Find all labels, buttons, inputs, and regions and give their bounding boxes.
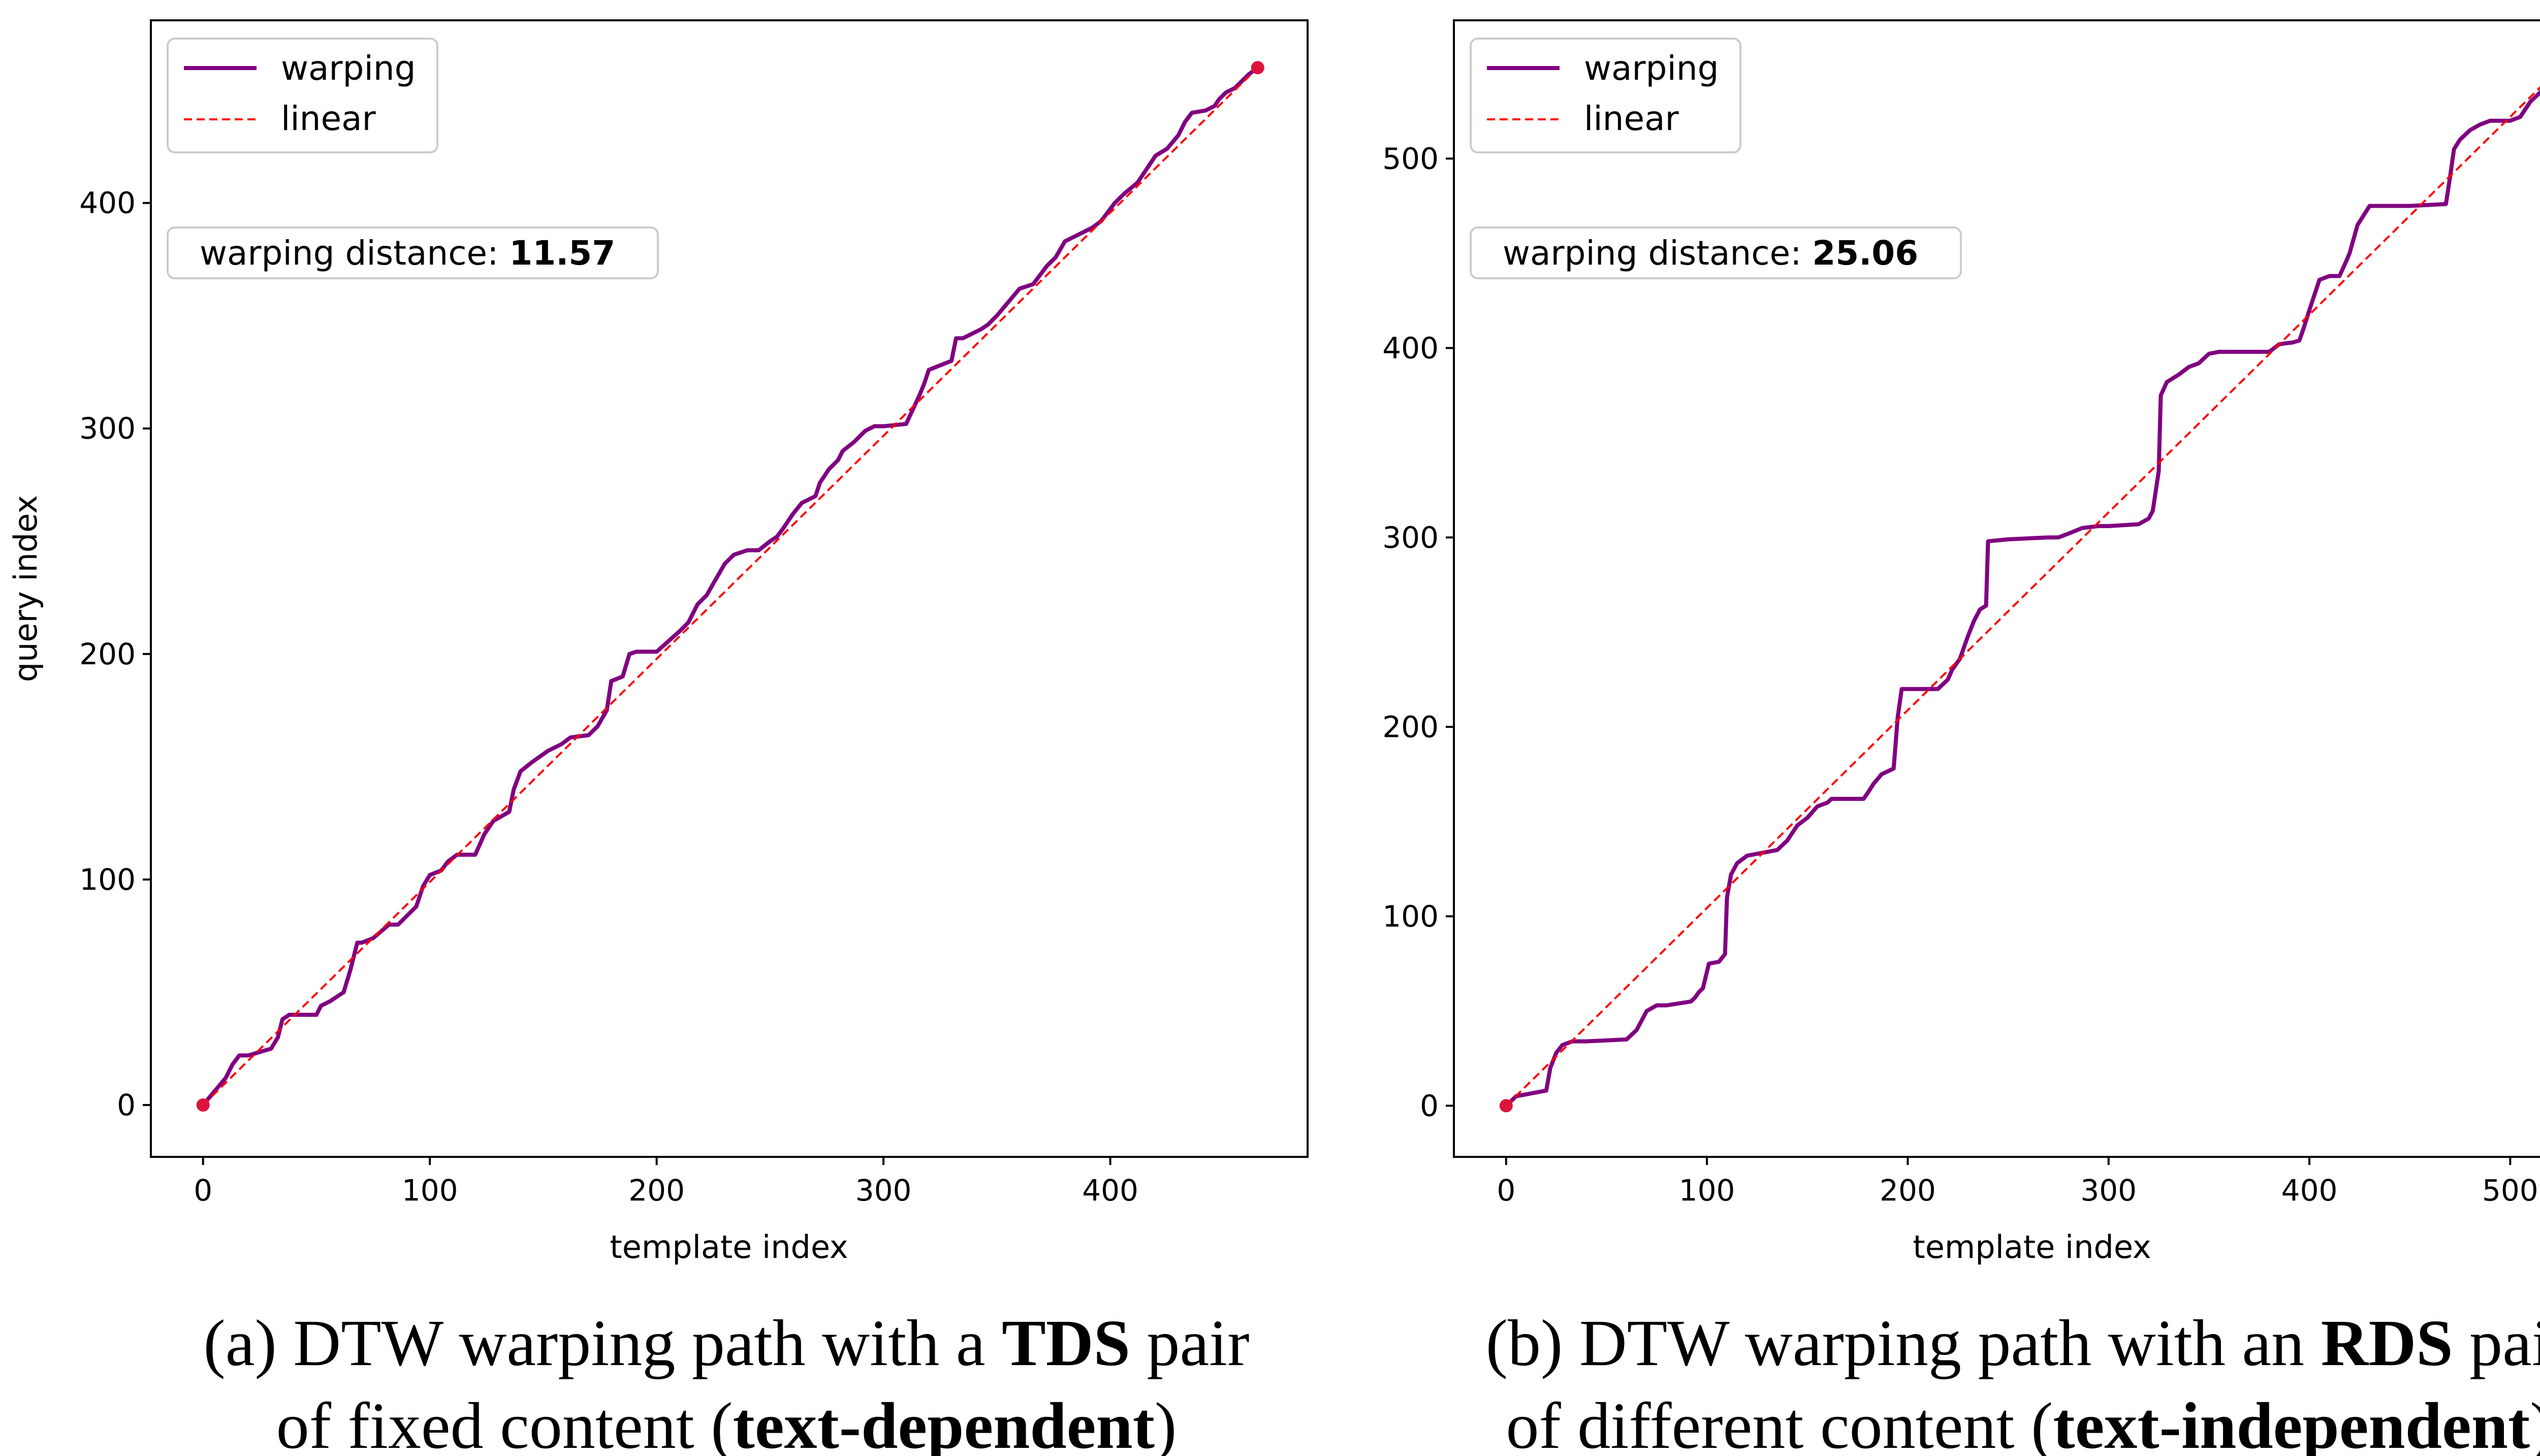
- plot-b-legend: warping linear: [1470, 38, 1741, 153]
- plot-a-legend: warping linear: [167, 38, 438, 153]
- plot-a-annotation-value: 11.57: [509, 234, 615, 273]
- caption-a-line1-prefix: (a) DTW warping path with a: [203, 1307, 1002, 1380]
- plot-b-ytick-label: 200: [1382, 709, 1439, 744]
- plot-a-xtick-label: 0: [194, 1173, 212, 1208]
- caption-a-line2: of fixed content (text-dependent): [276, 1389, 1177, 1456]
- plot-b-xtick-label: 500: [2482, 1173, 2538, 1208]
- plot-a-frame: [150, 19, 1309, 1158]
- plot-a-annotation-box: [167, 227, 659, 279]
- plot-b-annotation-value: 25.06: [1812, 234, 1918, 273]
- caption-a-line1-bold: TDS: [1002, 1307, 1130, 1380]
- plot-a-ytick-label: 200: [79, 637, 136, 671]
- plot-a-yticks: 0 100 200 300 400: [79, 186, 151, 1122]
- plot-b-series: [1499, 86, 2540, 1113]
- plot-a-legend-linear-label: linear: [281, 99, 376, 138]
- caption-a-line2-prefix: of fixed content (: [276, 1389, 733, 1456]
- plot-a-series: [196, 61, 1264, 1112]
- plot-b-xtick-label: 100: [1679, 1173, 1735, 1208]
- plot-b-ytick-label: 300: [1382, 520, 1439, 555]
- plot-a-ylabel: query index: [7, 495, 44, 682]
- plot-b-xtick-label: 200: [1880, 1173, 1936, 1208]
- plot-b-annotation-box: [1470, 227, 1962, 279]
- panel-a: 0 100 200 300 400 0 100 200 300 400 template ind…: [7, 19, 1309, 1456]
- plot-a-xlabel: template index: [610, 1228, 848, 1266]
- caption-a-line1-suffix: pair: [1130, 1307, 1250, 1380]
- plot-b-annotation: warping distance: 25.06: [1470, 227, 1962, 279]
- plot-b-xlabel: template index: [1913, 1228, 2151, 1266]
- caption-b-line1: (b) DTW warping path with an RDS pair: [1486, 1307, 2540, 1380]
- plot-b-xticks: 0 100 200 300 400 500: [1497, 1157, 2538, 1208]
- plot-b-annotation-text: warping distance: 25.06: [1503, 234, 1918, 273]
- plot-a-ytick-label: 100: [79, 862, 136, 897]
- caption-b-line2-bold: text-independent: [2053, 1389, 2530, 1456]
- caption-b-line2: of different content (text-independent): [1506, 1389, 2540, 1456]
- plot-b-legend-linear-label: linear: [1584, 99, 1679, 138]
- plot-b-ytick-label: 500: [1382, 141, 1439, 176]
- plot-b-annotation-prefix: warping distance:: [1503, 234, 1812, 273]
- plot-a-xticks: 0 100 200 300 400: [194, 1157, 1138, 1208]
- plot-a-xtick-label: 100: [402, 1173, 458, 1208]
- caption-b-line1-prefix: (b) DTW warping path with an: [1486, 1307, 2321, 1380]
- plot-a-ytick-label: 300: [79, 411, 136, 446]
- plot-a-xtick-label: 300: [855, 1173, 912, 1208]
- plot-a-annotation-prefix: warping distance:: [200, 234, 509, 273]
- plot-a-endpoint-start: [196, 1098, 210, 1112]
- caption-a-line2-bold: text-dependent: [733, 1389, 1155, 1456]
- panel-b: 0 100 200 300 400 500 0 100 200 300 400 500 templa…: [1382, 19, 2540, 1456]
- plot-a-xtick-label: 400: [1082, 1173, 1138, 1208]
- plot-b-xtick-label: 400: [2281, 1173, 2338, 1208]
- plot-a-xtick-label: 200: [628, 1173, 685, 1208]
- plot-a-annotation: warping distance: 11.57: [167, 227, 659, 279]
- plot-a-ytick-label: 0: [117, 1088, 136, 1122]
- plot-b-xtick-label: 300: [2080, 1173, 2137, 1208]
- caption-a-line2-suffix: ): [1155, 1389, 1177, 1456]
- caption-b-line1-bold: RDS: [2321, 1307, 2453, 1380]
- caption-b-line1-suffix: pair: [2453, 1307, 2540, 1380]
- plot-a-legend-warping-label: warping: [281, 49, 416, 88]
- caption-b-line2-suffix: ): [2530, 1389, 2540, 1456]
- caption-b-line2-prefix: of different content (: [1506, 1389, 2053, 1456]
- plot-a-series-linear: [202, 67, 1259, 1106]
- plot-b-ytick-label: 100: [1382, 899, 1439, 933]
- plot-b-xtick-label: 0: [1497, 1173, 1515, 1208]
- plot-b-ytick-label: 0: [1420, 1088, 1439, 1123]
- plot-b-endpoint-start: [1499, 1099, 1513, 1113]
- plot-b-series-warping: [1505, 89, 2540, 1108]
- plot-b-ytick-label: 400: [1382, 331, 1439, 365]
- plot-b-yticks: 0 100 200 300 400 500: [1382, 141, 1454, 1123]
- plot-b-series-linear: [1505, 86, 2540, 1107]
- plot-b-frame: [1453, 19, 2540, 1158]
- plot-a-annotation-text: warping distance: 11.57: [200, 234, 615, 273]
- plot-a-endpoint-end: [1251, 61, 1264, 75]
- plot-a-ytick-label: 400: [79, 186, 136, 220]
- plot-b-legend-warping-label: warping: [1584, 49, 1719, 88]
- caption-a-line1: (a) DTW warping path with a TDS pair: [203, 1307, 1249, 1380]
